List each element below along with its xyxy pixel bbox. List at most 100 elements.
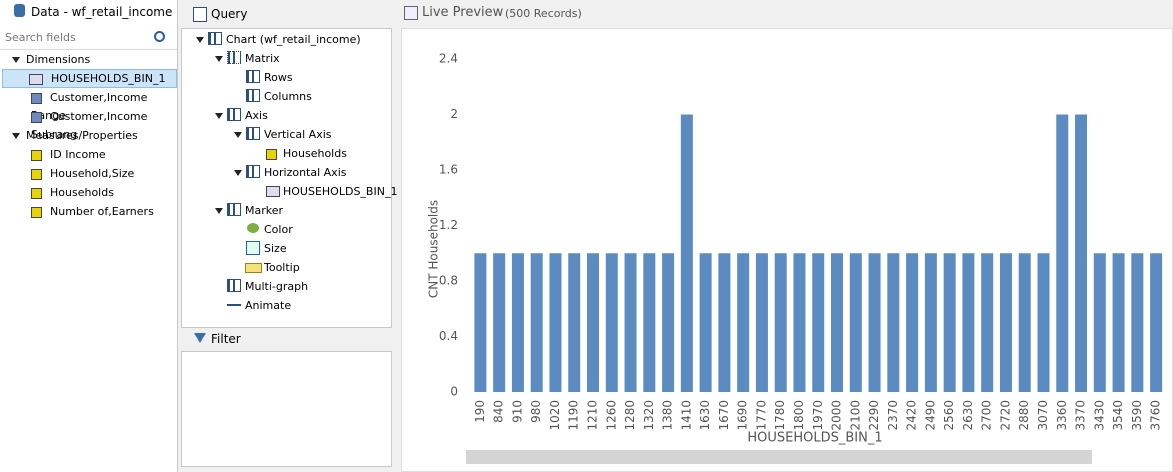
field-label: ID Income bbox=[50, 148, 106, 161]
bar bbox=[831, 253, 844, 392]
preview-records: (500 Records) bbox=[505, 7, 582, 20]
x-tick-label: 1190 bbox=[567, 400, 581, 431]
bar bbox=[587, 253, 600, 392]
filter-box[interactable] bbox=[181, 351, 392, 467]
field[interactable]: Household,Size bbox=[31, 165, 134, 183]
bar bbox=[812, 253, 825, 392]
query-icon bbox=[193, 7, 207, 22]
preview-title: Live Preview bbox=[422, 5, 504, 20]
bar bbox=[1093, 253, 1106, 392]
x-tick-label: 1630 bbox=[698, 400, 712, 431]
bar bbox=[718, 253, 731, 392]
bar bbox=[849, 253, 862, 392]
x-tick-label: 3360 bbox=[1055, 400, 1069, 431]
y-tick-label: 0.8 bbox=[439, 274, 458, 288]
y-tick-label: 2.4 bbox=[439, 52, 458, 66]
x-axis-label: HOUSEHOLDS_BIN_1 bbox=[747, 431, 882, 446]
bar bbox=[774, 253, 787, 392]
tree-node[interactable]: Chart (wf_retail_income) bbox=[226, 33, 361, 46]
field[interactable]: ID Income bbox=[31, 146, 106, 164]
search-box[interactable]: Search fields bbox=[0, 27, 177, 50]
tree-node[interactable]: Axis bbox=[245, 109, 268, 122]
tree-node[interactable]: Tooltip bbox=[264, 261, 300, 274]
tree-node[interactable]: Matrix bbox=[245, 52, 280, 65]
x-tick-label: 1410 bbox=[679, 400, 693, 431]
field[interactable]: Number of,Earners bbox=[31, 203, 154, 221]
x-tick-label: 2700 bbox=[980, 400, 994, 431]
field-label: HOUSEHOLDS_BIN_1 bbox=[51, 72, 166, 85]
x-tick-label: 3590 bbox=[1130, 400, 1144, 431]
x-tick-label: 840 bbox=[492, 400, 506, 423]
x-tick-label: 3370 bbox=[1074, 400, 1088, 431]
field-label: Number of,Earners bbox=[50, 205, 154, 218]
scrollbar[interactable] bbox=[466, 450, 1092, 464]
preview-icon bbox=[404, 6, 418, 20]
x-tick-label: 910 bbox=[510, 400, 524, 423]
color-icon bbox=[247, 223, 259, 233]
tree-node[interactable]: Columns bbox=[264, 90, 312, 103]
x-tick-label: 2290 bbox=[867, 400, 881, 431]
tree-node[interactable]: Animate bbox=[245, 299, 292, 312]
x-tick-label: 980 bbox=[529, 400, 543, 423]
group-label[interactable]: Measures/Properties bbox=[26, 129, 138, 142]
tooltip-icon bbox=[245, 263, 262, 273]
y-axis-label: CNT Households bbox=[427, 200, 441, 298]
x-tick-label: 1280 bbox=[623, 400, 637, 431]
preview-area bbox=[401, 28, 1173, 472]
preview-header: Live Preview (500 Records) bbox=[401, 0, 1173, 29]
tree-node[interactable]: Horizontal Axis bbox=[264, 166, 347, 179]
x-tick-label: 2560 bbox=[942, 400, 956, 431]
field[interactable]: Customer,Income Subrang bbox=[31, 108, 177, 141]
filter-icon bbox=[194, 333, 206, 343]
y-tick-label: 2 bbox=[450, 107, 458, 121]
bar bbox=[699, 253, 712, 392]
x-tick-label: 2000 bbox=[830, 400, 844, 431]
tree-node[interactable]: Multi-graph bbox=[245, 280, 309, 293]
tree-node[interactable]: Rows bbox=[264, 71, 293, 84]
x-tick-label: 1020 bbox=[548, 400, 562, 431]
bar bbox=[999, 253, 1012, 392]
field-label: Households bbox=[50, 186, 114, 199]
bar bbox=[1018, 253, 1031, 392]
y-tick-label: 0.4 bbox=[439, 329, 458, 343]
bar bbox=[568, 253, 581, 392]
group-label[interactable]: Dimensions bbox=[26, 53, 91, 66]
field-icon bbox=[266, 186, 280, 197]
bar bbox=[511, 253, 524, 392]
bar bbox=[868, 253, 881, 392]
field[interactable]: Households bbox=[31, 184, 114, 202]
panel-title: Query bbox=[211, 7, 248, 21]
tree-node[interactable]: Vertical Axis bbox=[264, 128, 332, 141]
search-icon[interactable] bbox=[154, 31, 165, 42]
panel-title: Filter bbox=[211, 332, 241, 346]
bar bbox=[530, 253, 543, 392]
tree-node[interactable]: Households bbox=[283, 147, 347, 160]
bar bbox=[1056, 114, 1069, 392]
db-icon bbox=[14, 4, 25, 17]
tree-node[interactable]: Color bbox=[264, 223, 293, 236]
tree-node[interactable]: Size bbox=[264, 242, 287, 255]
bar bbox=[680, 114, 693, 392]
x-tick-label: 1380 bbox=[661, 400, 675, 431]
field[interactable]: Customer,Income Range bbox=[31, 89, 177, 122]
field[interactable]: HOUSEHOLDS_BIN_1 bbox=[29, 70, 165, 88]
x-tick-label: 3540 bbox=[1111, 400, 1125, 431]
bar bbox=[737, 253, 750, 392]
search-placeholder: Search fields bbox=[5, 31, 76, 44]
x-tick-label: 1260 bbox=[604, 400, 618, 431]
bar bbox=[624, 253, 637, 392]
selection bbox=[2, 69, 177, 88]
x-tick-label: 2420 bbox=[905, 400, 919, 431]
x-tick-label: 190 bbox=[473, 400, 487, 423]
field-label: Household,Size bbox=[50, 167, 135, 180]
x-tick-label: 1780 bbox=[773, 400, 787, 431]
x-tick-label: 3430 bbox=[1092, 400, 1106, 431]
x-tick-label: 2720 bbox=[998, 400, 1012, 431]
bar bbox=[643, 253, 656, 392]
query-tree: Chart (wf_retail_income) Matrix Rows Col… bbox=[181, 28, 397, 328]
bar bbox=[755, 253, 768, 392]
tree-node[interactable]: Marker bbox=[245, 204, 284, 217]
tree-node[interactable]: HOUSEHOLDS_BIN_1 bbox=[283, 185, 398, 198]
x-tick-label: 1800 bbox=[792, 400, 806, 431]
bar bbox=[662, 253, 675, 392]
